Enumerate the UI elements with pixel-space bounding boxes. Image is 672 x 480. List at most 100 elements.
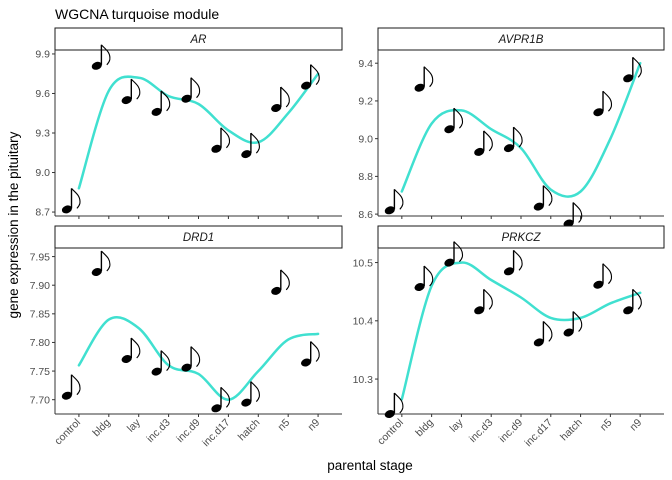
data-point-note xyxy=(211,386,231,413)
y-tick-label: 7.90 xyxy=(30,280,51,292)
data-point-note xyxy=(503,249,523,276)
data-point-note xyxy=(474,130,493,156)
x-tick-label: inc.d9 xyxy=(174,417,202,445)
data-point-note xyxy=(301,341,320,367)
x-tick-label: inc.d3 xyxy=(144,417,172,445)
note-flag xyxy=(190,77,201,99)
data-point-note xyxy=(121,78,141,105)
facet-strip xyxy=(377,27,665,51)
data-point-note xyxy=(623,56,642,83)
x-tick-label: inc.d9 xyxy=(497,417,525,445)
data-point-note xyxy=(384,392,404,418)
data-point-note xyxy=(181,77,201,103)
facet-panels: AR 8.7 9.0 9.3 9.6 9.9 AVPR1B 8.6 8.8 9.0 9.2 9.4 DR… xyxy=(30,27,665,450)
note-head xyxy=(444,258,455,267)
note-head xyxy=(211,144,222,153)
note-head xyxy=(533,202,544,211)
facet-strip xyxy=(54,27,343,51)
data-point-note xyxy=(533,321,553,347)
note-head xyxy=(61,391,72,400)
note-head xyxy=(91,268,102,276)
note-head xyxy=(271,286,282,295)
note-head xyxy=(444,125,455,134)
note-head xyxy=(151,107,162,116)
x-axis-title: parental stage xyxy=(327,458,413,473)
note-flag xyxy=(572,202,583,223)
data-point-note xyxy=(533,185,553,211)
data-point-note xyxy=(91,250,111,276)
note-flag xyxy=(220,386,231,408)
note-head xyxy=(414,83,425,92)
note-head xyxy=(301,358,312,367)
note-flag xyxy=(220,127,231,149)
data-point-note xyxy=(271,86,290,112)
x-tick-label: hatch xyxy=(236,417,263,444)
note-head xyxy=(241,150,252,159)
note-flag xyxy=(280,86,290,108)
note-flag xyxy=(513,126,523,148)
note-flag xyxy=(632,288,642,310)
x-tick-label: lay xyxy=(448,416,467,435)
note-head xyxy=(563,219,574,228)
x-tick-label: control xyxy=(375,417,406,448)
facet-strip xyxy=(54,225,343,249)
data-point-note xyxy=(384,188,404,215)
y-tick-label: 10.4 xyxy=(353,316,374,328)
data-point-note xyxy=(241,381,260,407)
data-point-note xyxy=(301,64,320,90)
y-tick-label: 9.9 xyxy=(35,49,50,61)
facet-strip-label: PRKCZ xyxy=(502,232,542,244)
panel-avpr1b: AVPR1B 8.6 8.8 9.0 9.2 9.4 xyxy=(358,27,665,228)
y-tick-label: 9.0 xyxy=(35,167,50,179)
chart-title: WGCNA turquoise module xyxy=(55,6,219,22)
data-point-note xyxy=(271,269,290,295)
data-point-note xyxy=(121,337,141,363)
y-tick-label: 8.7 xyxy=(35,207,50,219)
note-flag xyxy=(393,188,404,210)
x-tick-label: bldg xyxy=(90,417,113,440)
note-flag xyxy=(542,321,553,342)
note-head xyxy=(181,94,192,103)
data-point-note xyxy=(241,132,260,159)
note-head xyxy=(503,144,515,153)
note-flag xyxy=(602,90,613,112)
trend-line xyxy=(400,61,642,198)
x-tick-label: inc.d17 xyxy=(522,417,555,450)
data-point-note xyxy=(151,90,171,116)
note-head xyxy=(503,267,515,276)
note-head xyxy=(533,338,544,347)
y-tick-label: 7.85 xyxy=(30,309,51,321)
y-axis-title: gene expression in the pituitary xyxy=(6,131,21,318)
note-head xyxy=(414,283,425,291)
x-tick-label: n9 xyxy=(628,417,645,434)
data-point-note xyxy=(503,126,523,153)
note-head xyxy=(151,367,162,376)
note-flag xyxy=(310,341,320,362)
note-flag xyxy=(453,241,464,262)
data-point-note xyxy=(211,127,231,153)
trend-line xyxy=(77,72,320,190)
note-head xyxy=(91,61,102,70)
y-tick-label: 9.3 xyxy=(35,128,50,140)
y-tick-label: 9.6 xyxy=(35,88,50,100)
note-head xyxy=(181,363,192,372)
note-flag xyxy=(280,269,290,291)
y-tick-label: 10.3 xyxy=(353,374,374,386)
facet-strip xyxy=(377,225,665,249)
note-head xyxy=(474,147,485,156)
data-point-note xyxy=(151,350,171,376)
note-flag xyxy=(632,56,642,78)
y-tick-label: 10.5 xyxy=(353,257,374,269)
x-tick-label: inc.d17 xyxy=(200,417,233,450)
data-point-note xyxy=(91,44,111,70)
data-point-note xyxy=(593,263,613,289)
x-tick-label: lay xyxy=(125,416,144,435)
x-tick-label: inc.d3 xyxy=(467,417,495,445)
trend-line xyxy=(77,315,320,401)
note-head xyxy=(384,206,395,215)
data-point-note xyxy=(181,346,201,372)
note-flag xyxy=(160,350,171,371)
note-head xyxy=(301,81,312,90)
trend-line xyxy=(400,261,642,401)
